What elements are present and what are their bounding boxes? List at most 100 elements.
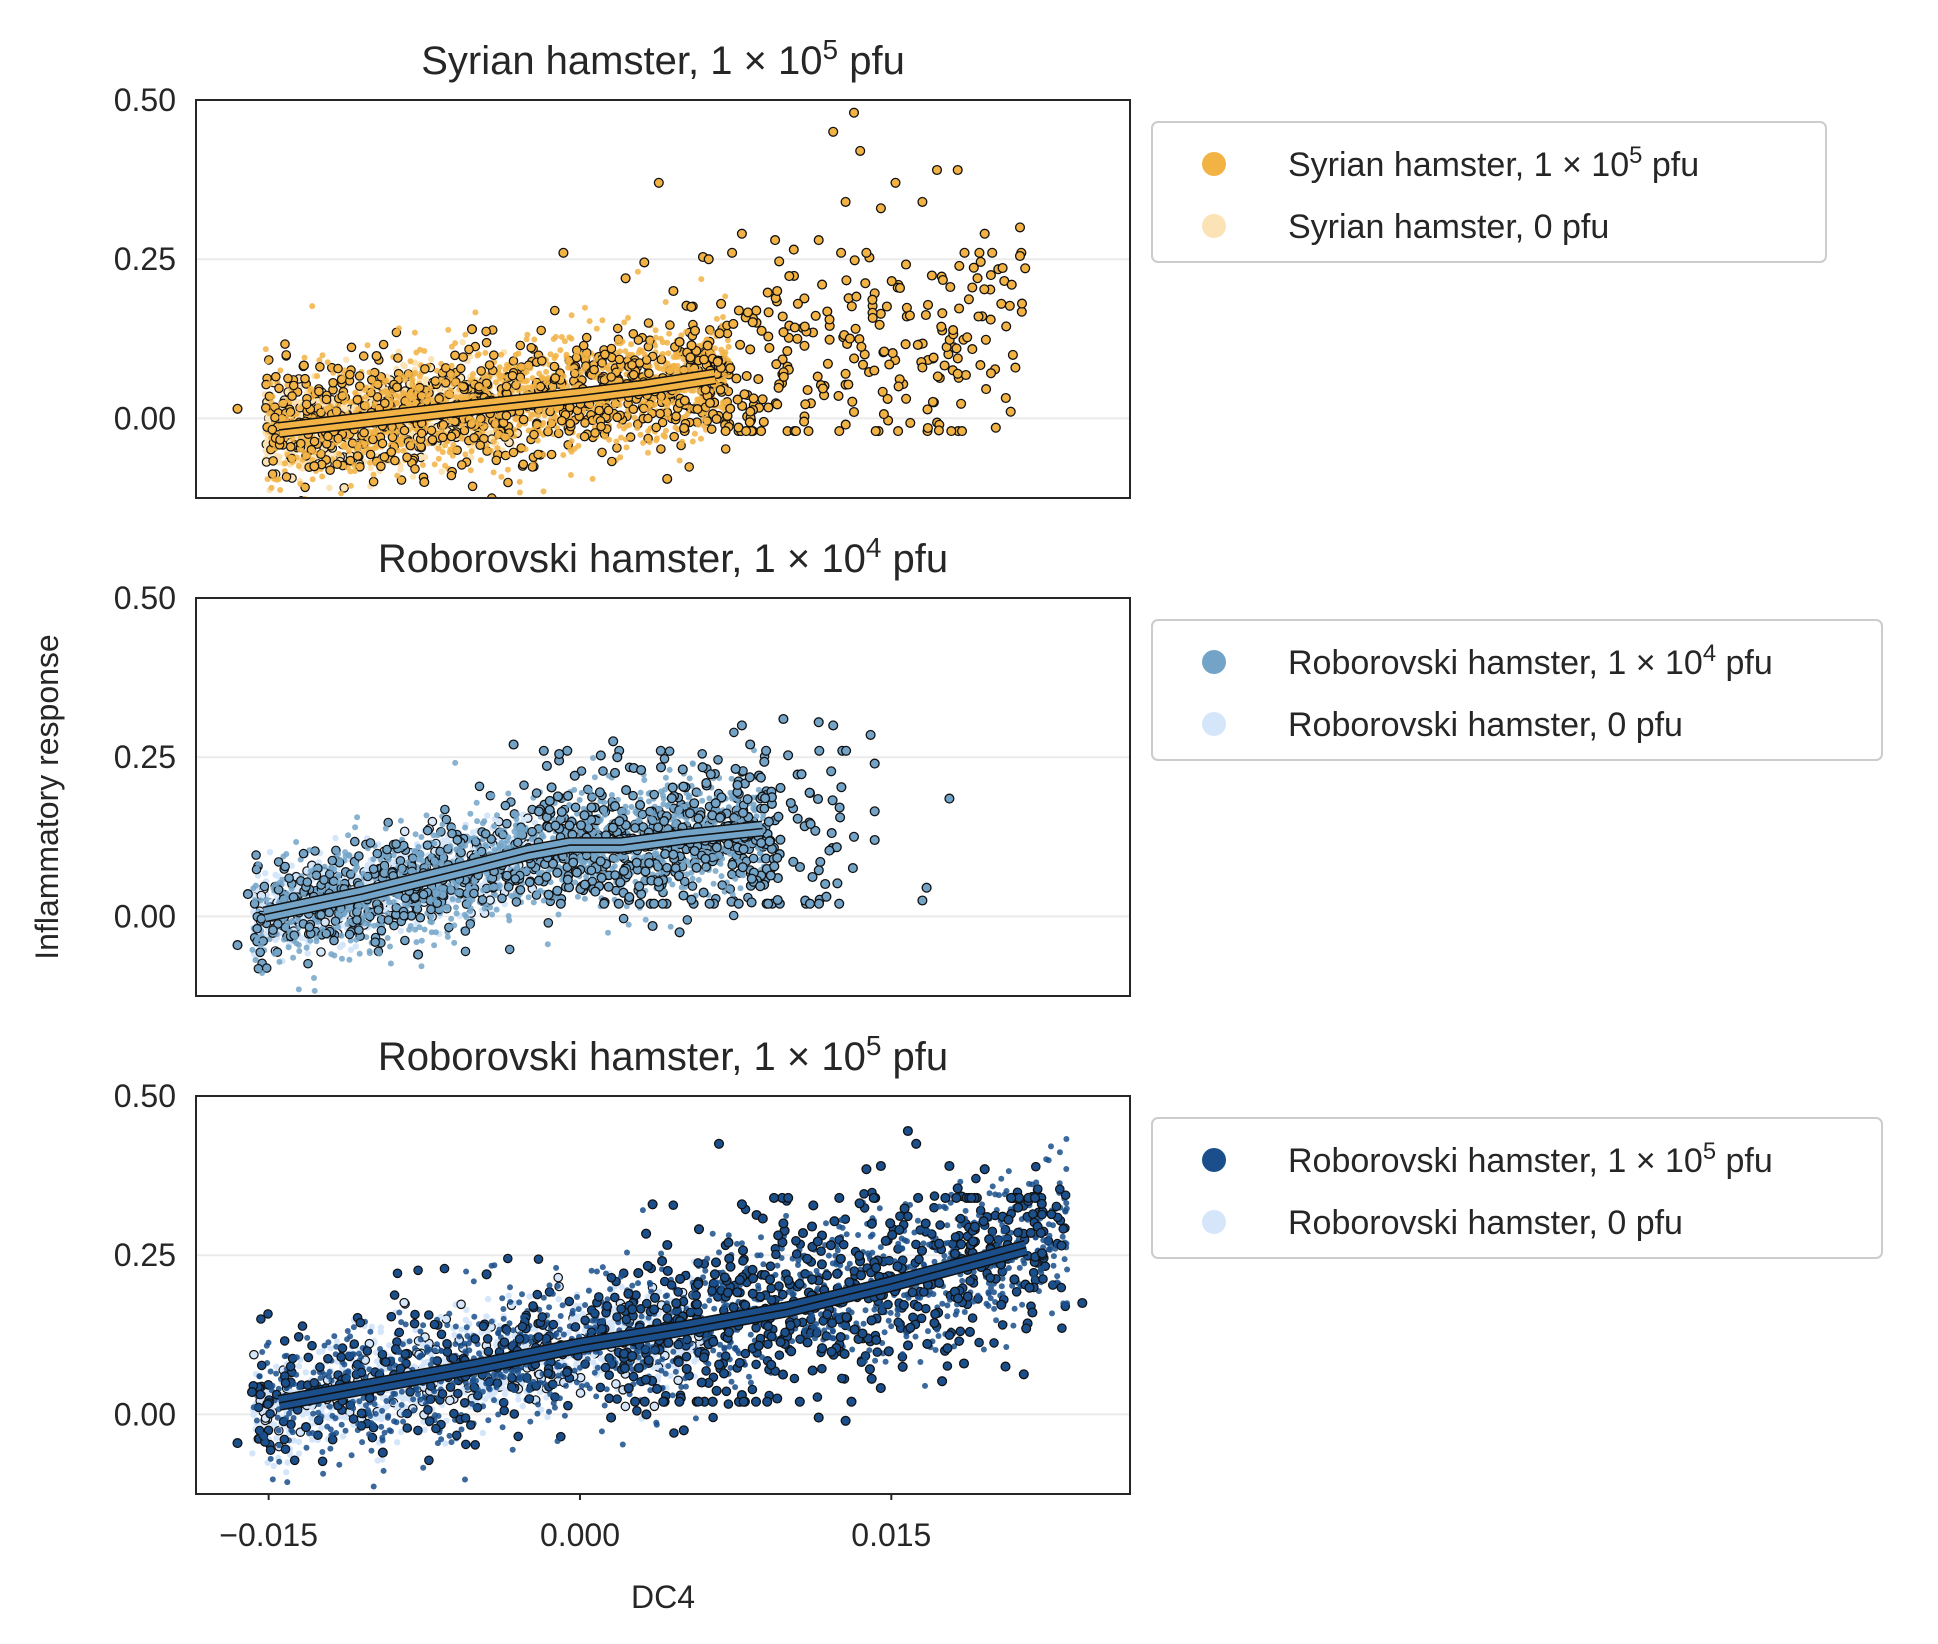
scatter-point	[960, 248, 969, 257]
scatter-point	[367, 465, 373, 471]
legend-label: Syrian hamster, 0 pfu	[1288, 208, 1609, 246]
scatter-point	[548, 417, 554, 423]
scatter-point	[269, 485, 275, 491]
scatter-point	[933, 372, 942, 381]
scatter-point	[647, 439, 653, 445]
scatter-point	[420, 478, 429, 487]
scatter-point	[470, 434, 478, 442]
scatter-point	[868, 314, 877, 323]
scatter-point	[484, 812, 490, 818]
scatter-point	[598, 448, 606, 456]
scatter-point	[427, 426, 435, 434]
scatter-point	[504, 478, 512, 486]
scatter-point	[646, 407, 652, 413]
scatter-point	[850, 108, 859, 117]
scatter-point	[332, 835, 338, 841]
scatter-point	[837, 248, 846, 257]
scatter-point	[982, 385, 991, 394]
scatter-point	[310, 476, 316, 482]
scatter-point	[282, 351, 290, 359]
scatter-point	[471, 394, 477, 400]
scatter-point	[550, 362, 558, 370]
scatter-point	[271, 476, 277, 482]
scatter-point	[656, 409, 664, 417]
scatter-point	[528, 411, 534, 417]
scatter-point	[372, 381, 378, 387]
scatter-point	[634, 425, 640, 431]
scatter-point	[506, 945, 514, 953]
scatter-point	[666, 321, 674, 329]
scatter-point	[363, 394, 369, 400]
scatter-point	[621, 274, 630, 283]
scatter-point	[980, 229, 989, 238]
scatter-point	[667, 767, 673, 773]
scatter-point	[320, 352, 326, 358]
scatter-point	[401, 363, 407, 369]
scatter-point	[746, 407, 755, 416]
scatter-point	[501, 801, 509, 809]
scatter-point	[381, 399, 389, 407]
scatter-point	[277, 367, 283, 373]
scatter-point	[924, 424, 933, 433]
scatter-point	[411, 396, 417, 402]
scatter-point	[410, 474, 416, 480]
scatter-point	[502, 412, 510, 420]
scatter-point	[673, 354, 679, 360]
scatter-point	[982, 335, 991, 344]
scatter-point	[757, 427, 766, 436]
scatter-point	[394, 400, 400, 406]
scatter-point	[566, 334, 572, 340]
scatter-point	[318, 450, 324, 456]
scatter-point	[685, 463, 693, 471]
scatter-point	[520, 781, 528, 789]
scatter-point	[419, 938, 425, 944]
scatter-point	[304, 950, 310, 956]
scatter-point	[933, 166, 942, 175]
scatter-point	[687, 405, 693, 411]
scatter-point	[628, 341, 634, 347]
scatter-point	[617, 349, 623, 355]
scatter-point	[551, 374, 559, 382]
scatter-point	[355, 372, 363, 380]
scatter-point	[670, 433, 678, 441]
scatter-point	[554, 425, 560, 431]
scatter-point	[269, 457, 277, 465]
scatter-point	[792, 427, 801, 436]
scatter-point	[987, 271, 996, 280]
scatter-point	[391, 456, 399, 464]
scatter-point	[929, 353, 938, 362]
scatter-point	[657, 445, 665, 453]
scatter-point	[317, 948, 325, 956]
scatter-point	[382, 379, 388, 385]
scatter-point	[233, 404, 242, 413]
scatter-point	[963, 333, 972, 342]
scatter-point	[859, 360, 868, 369]
scatter-point	[337, 944, 343, 950]
scatter-point	[706, 399, 715, 408]
scatter-point	[672, 412, 680, 420]
scatter-point	[663, 475, 672, 484]
scatter-point	[582, 305, 588, 311]
scatter-point	[754, 813, 760, 819]
scatter-point	[775, 257, 784, 266]
scatter-point	[322, 864, 328, 870]
scatter-point	[457, 364, 465, 372]
scatter-point	[949, 326, 958, 335]
scatter-point	[296, 463, 302, 469]
scatter-point	[393, 383, 401, 391]
scatter-point	[793, 334, 802, 343]
scatter-point	[692, 431, 698, 437]
scatter-point	[842, 276, 851, 285]
scatter-point	[431, 377, 439, 385]
scatter-point	[497, 364, 503, 370]
scatter-point	[408, 358, 414, 364]
scatter-point	[312, 988, 318, 994]
scatter-point	[988, 248, 997, 257]
scatter-point	[861, 279, 870, 288]
scatter-point	[712, 415, 721, 424]
scatter-point	[602, 434, 608, 440]
scatter-point	[353, 860, 359, 866]
scatter-point	[300, 361, 309, 370]
scatter-point	[691, 326, 700, 335]
